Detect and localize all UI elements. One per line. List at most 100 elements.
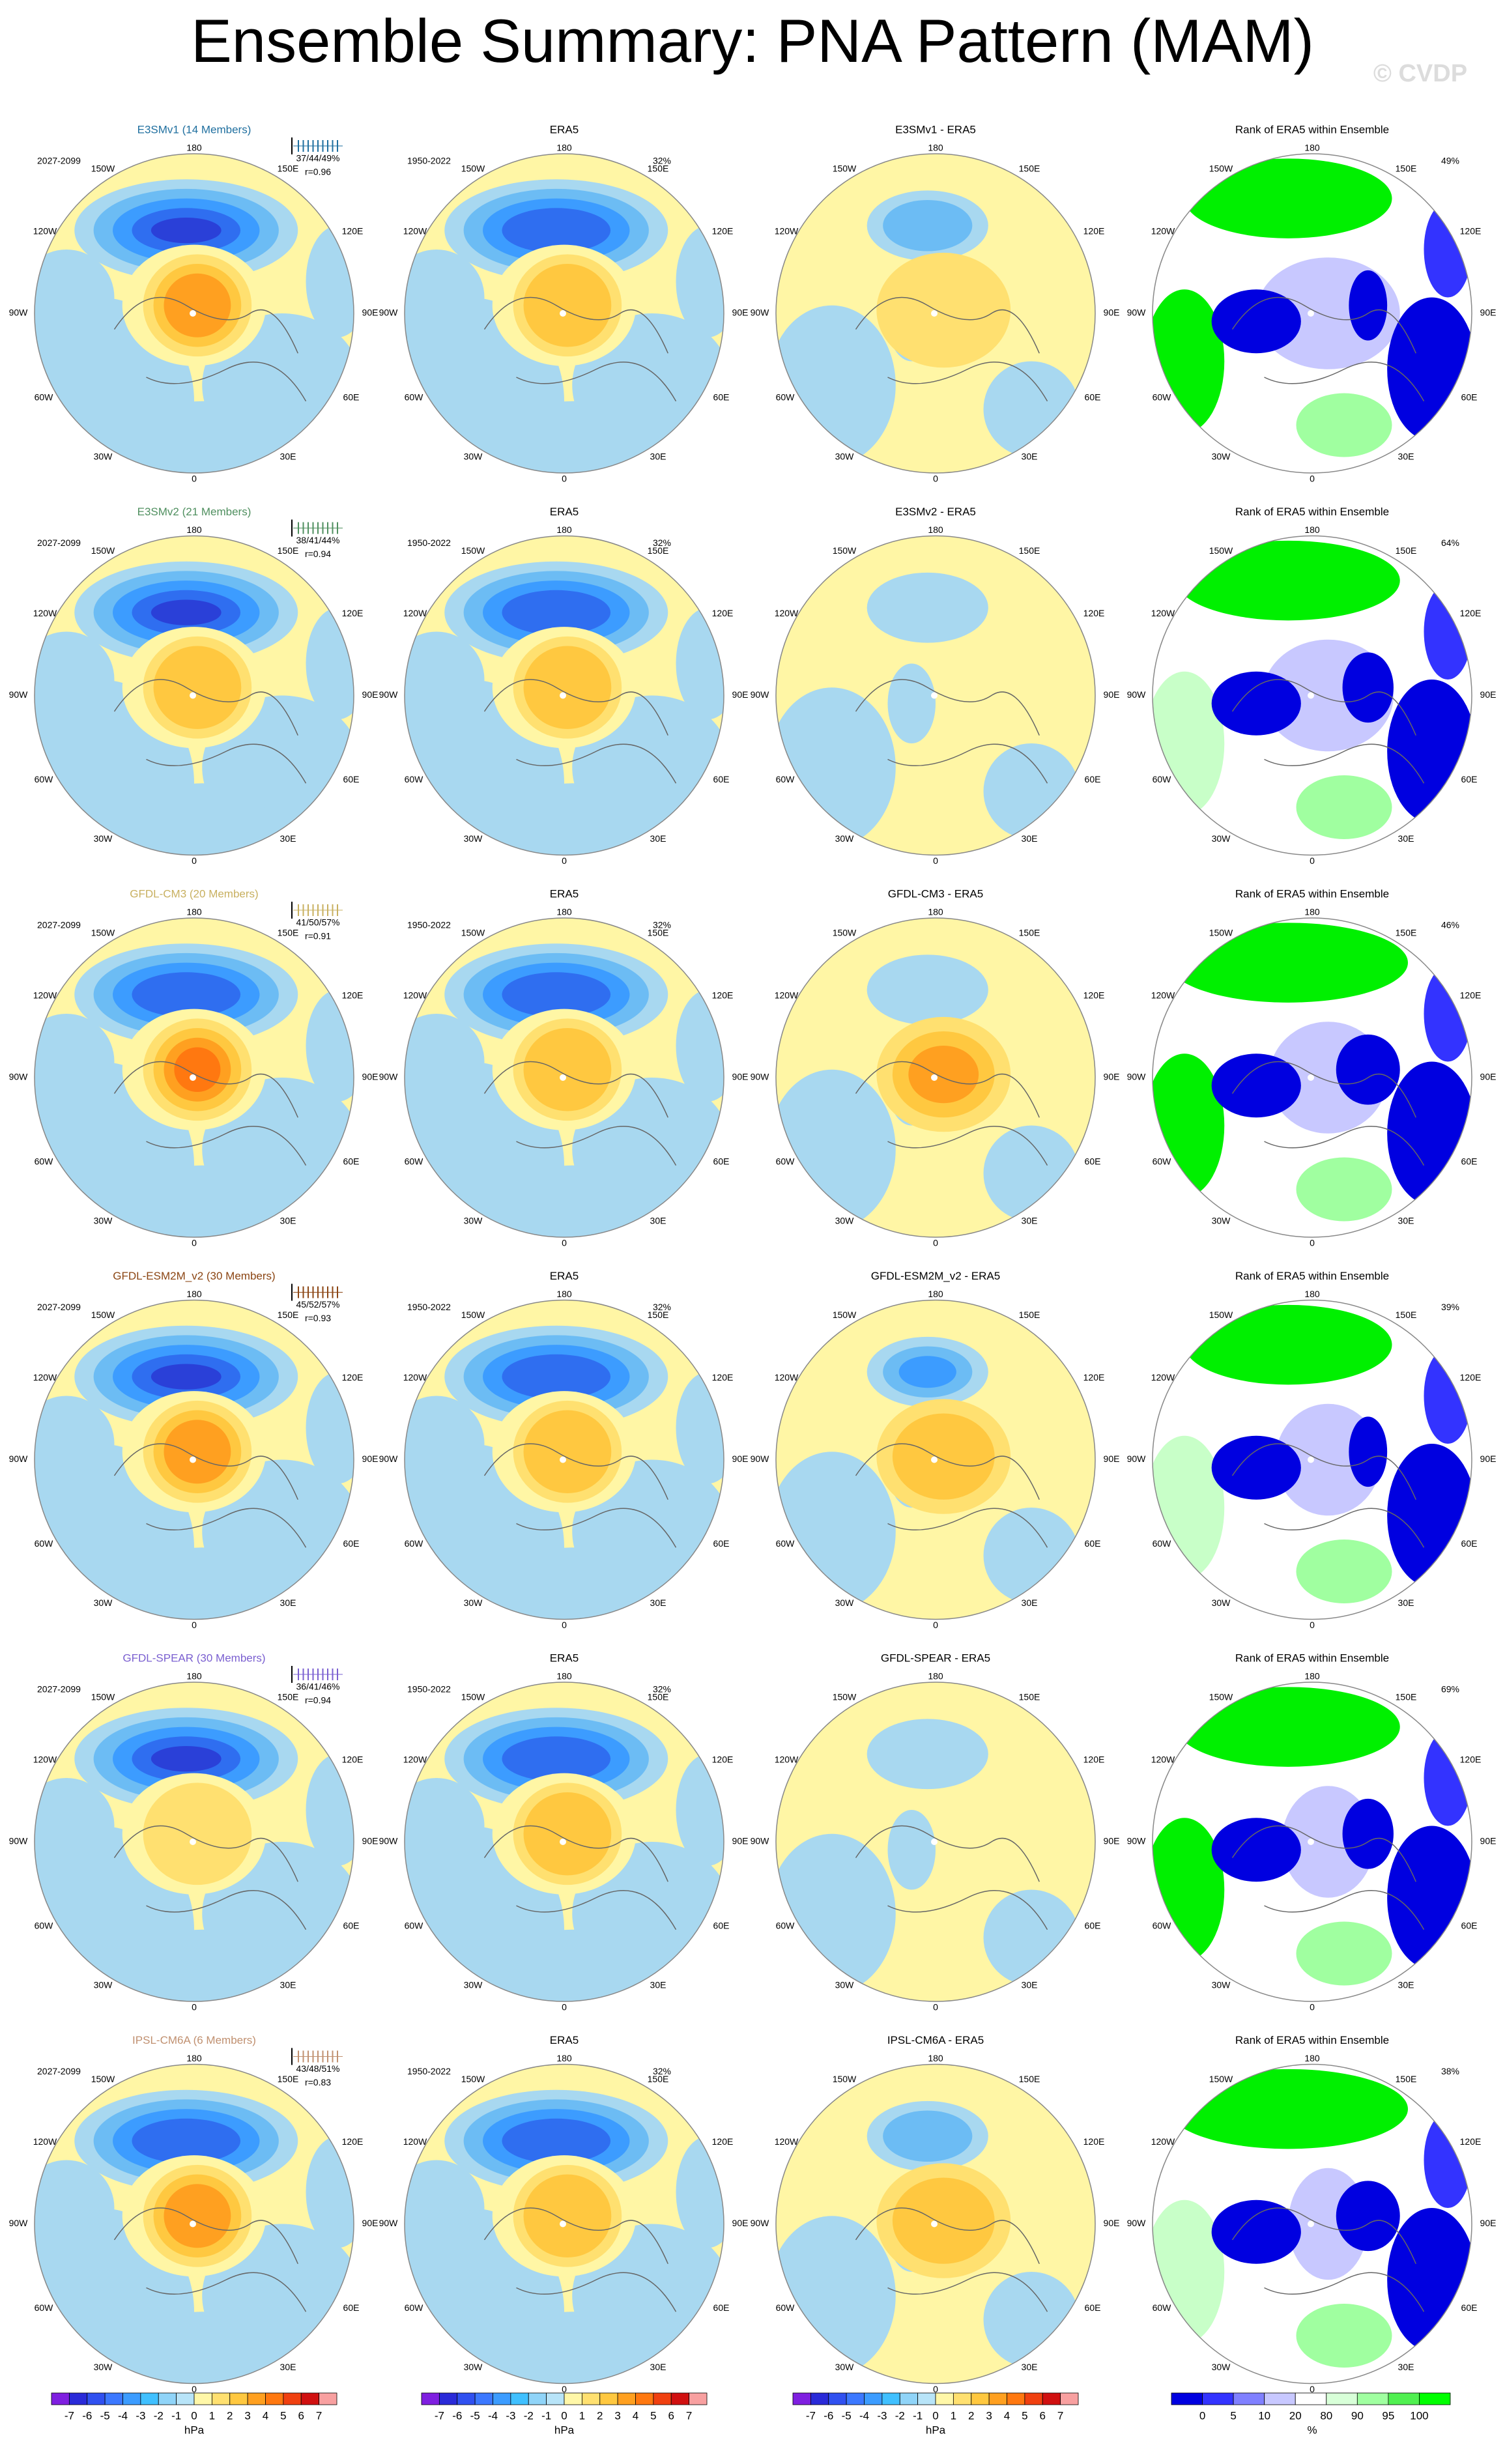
contour-region	[776, 1833, 896, 1994]
longitude-label: 60E	[343, 1921, 360, 1931]
contour-region	[1184, 1304, 1392, 1385]
map-border	[1152, 535, 1472, 856]
contour-region	[523, 646, 612, 729]
model-period: 2027-2099	[37, 537, 81, 548]
model-period: 2027-2099	[37, 2066, 81, 2076]
coastline	[113, 2207, 307, 2312]
longitude-label: 150E	[648, 164, 669, 174]
longitude-label: 150W	[833, 2074, 857, 2084]
model-title: IPSL-CM6A (6 Members)	[132, 2034, 256, 2046]
longitude-label: 30E	[1022, 1980, 1038, 1990]
polar-map	[405, 918, 724, 1237]
longitude-label: 0	[933, 2384, 938, 2394]
longitude-label: 150W	[833, 164, 857, 174]
polar-map	[405, 536, 724, 855]
contour-region	[1342, 1798, 1394, 1869]
longitude-label: 60E	[713, 2302, 730, 2313]
longitude-label: 150W	[833, 928, 857, 938]
longitude-label: 150W	[91, 1692, 115, 1702]
colorbar-label: -4	[118, 2409, 128, 2422]
longitude-label: 30E	[650, 451, 666, 462]
coastline	[1231, 296, 1425, 402]
longitude-label: 150E	[1019, 1310, 1040, 1320]
longitude-label: 150E	[1019, 164, 1040, 174]
contour-region	[776, 687, 896, 848]
longitude-label: 30W	[835, 451, 855, 462]
polar-map	[1153, 1300, 1472, 1620]
colorbar-label: 5	[1230, 2409, 1236, 2422]
longitude-label: 90W	[1127, 689, 1147, 700]
longitude-label: 30E	[1022, 451, 1038, 462]
obs-period: 1950-2022	[407, 156, 451, 166]
longitude-label: 150E	[648, 1692, 669, 1702]
coastline	[855, 1443, 1048, 1548]
longitude-label: 60W	[776, 1921, 796, 1931]
coastline	[113, 1443, 307, 1548]
longitude-label: 30E	[280, 451, 296, 462]
coastline	[855, 296, 1048, 402]
obs-title: ERA5	[550, 1652, 579, 1664]
colorbar-box	[792, 2392, 811, 2405]
contour-region	[1424, 1730, 1472, 1826]
longitude-label: 120E	[342, 1372, 364, 1382]
coastline	[483, 1443, 677, 1548]
obs-percent: 32%	[653, 156, 671, 166]
longitude-label: 150W	[461, 928, 485, 938]
longitude-label: 120E	[1460, 226, 1482, 236]
colorbar-box	[211, 2392, 231, 2405]
coastline	[855, 679, 1048, 784]
longitude-label: 150E	[648, 1310, 669, 1320]
longitude-label: 180	[1304, 2053, 1320, 2063]
colorbar-box	[438, 2392, 458, 2405]
polar-map	[776, 2064, 1095, 2384]
colorbar-label: 1	[209, 2409, 215, 2422]
colorbar-label: -1	[541, 2409, 551, 2422]
longitude-label: 120W	[775, 1372, 799, 1382]
polar-map	[405, 1300, 724, 1620]
longitude-label: 120W	[33, 1755, 57, 1765]
colorbar-label: 20	[1289, 2409, 1302, 2422]
longitude-label: 120W	[403, 2136, 427, 2147]
map-border	[34, 1299, 354, 1620]
longitude-label: 90W	[379, 689, 399, 700]
longitude-label: 120E	[1460, 608, 1482, 618]
contour-region	[1424, 966, 1472, 1062]
longitude-label: 180	[556, 1671, 572, 1682]
longitude-label: 150W	[91, 164, 115, 174]
longitude-label: 30W	[94, 2362, 113, 2372]
contour-region	[306, 2136, 354, 2248]
longitude-label: 60E	[713, 774, 730, 784]
longitude-label: 60E	[1461, 1156, 1478, 1167]
longitude-label: 120E	[1460, 990, 1482, 1001]
contour-region	[174, 1047, 221, 1093]
longitude-label: 60E	[1461, 1921, 1478, 1931]
polar-map	[776, 1682, 1095, 2001]
longitude-label: 0	[1310, 2002, 1315, 2013]
colorbar-label: 0	[932, 2409, 938, 2422]
rank-title: Rank of ERA5 within Ensemble	[1235, 1652, 1389, 1664]
contour-region	[1424, 201, 1472, 298]
longitude-label: 0	[192, 855, 197, 866]
polar-map	[35, 2064, 354, 2384]
colorbar-box	[599, 2392, 618, 2405]
obs-percent: 32%	[653, 1684, 671, 1695]
contour-region	[502, 1354, 611, 1399]
longitude-label: 150W	[91, 1310, 115, 1320]
colorbar-box	[581, 2392, 601, 2405]
contour-region	[500, 783, 644, 855]
colorbar-box	[546, 2392, 565, 2405]
longitude-label: 120W	[33, 226, 57, 236]
map-border	[1152, 917, 1472, 1238]
colorbar-box	[653, 2392, 672, 2405]
obs-period: 1950-2022	[407, 1302, 451, 1312]
rank-title: Rank of ERA5 within Ensemble	[1235, 887, 1389, 900]
model-period: 2027-2099	[37, 156, 81, 166]
colorbar-box	[635, 2392, 654, 2405]
coastline	[1231, 1443, 1425, 1548]
diff-title: IPSL-CM6A - ERA5	[887, 2034, 984, 2046]
longitude-label: 180	[928, 1289, 943, 1299]
longitude-label: 90W	[9, 308, 29, 318]
longitude-label: 150E	[278, 2074, 299, 2084]
contour-region	[150, 599, 222, 625]
